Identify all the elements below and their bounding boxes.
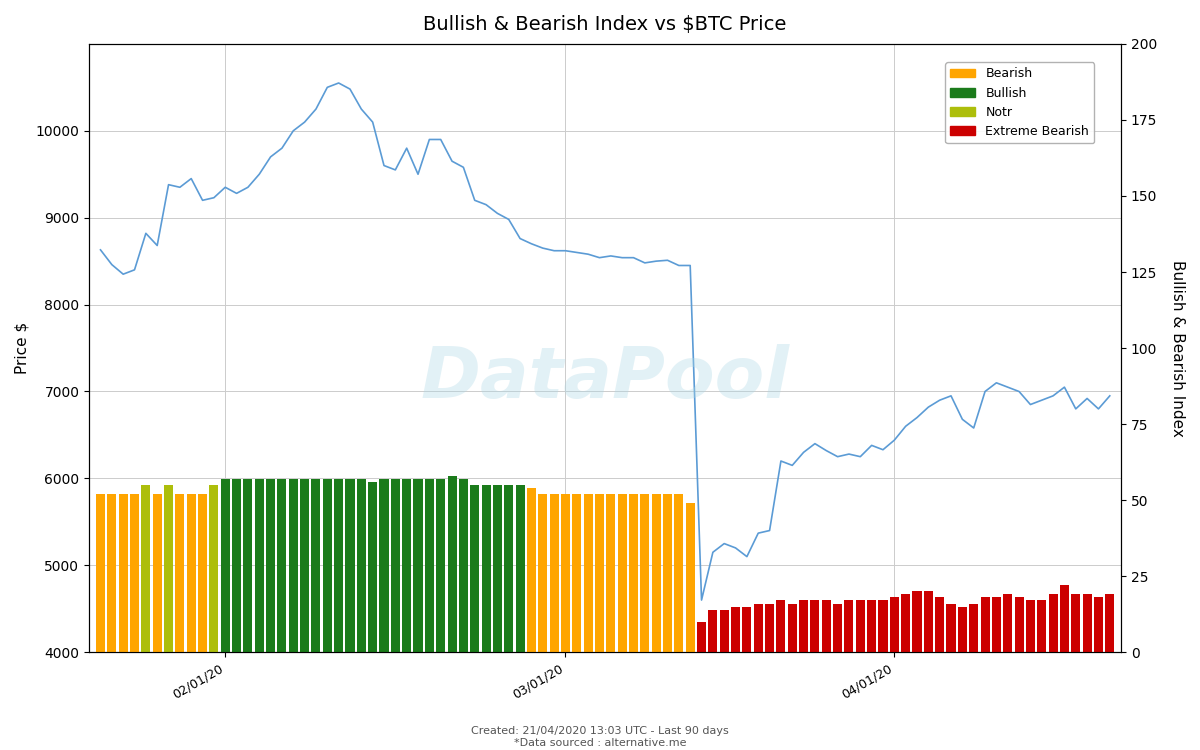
Bar: [368, 482, 377, 652]
Bar: [436, 478, 445, 652]
Bar: [629, 494, 638, 652]
Y-axis label: Price $: Price $: [14, 322, 30, 374]
Bar: [810, 601, 820, 652]
Bar: [527, 488, 536, 652]
Bar: [448, 476, 456, 652]
Bar: [493, 485, 502, 652]
Bar: [787, 604, 797, 652]
Bar: [346, 478, 354, 652]
Bar: [868, 601, 876, 652]
Bar: [1105, 595, 1115, 652]
Bar: [572, 494, 581, 652]
Bar: [662, 494, 672, 652]
Bar: [889, 598, 899, 652]
Bar: [470, 485, 479, 652]
Bar: [912, 592, 922, 652]
Bar: [878, 601, 888, 652]
Bar: [935, 598, 944, 652]
Bar: [323, 478, 332, 652]
Bar: [958, 607, 967, 652]
Bar: [209, 485, 218, 652]
Bar: [312, 478, 320, 652]
Bar: [391, 478, 400, 652]
Bar: [244, 478, 252, 652]
Bar: [119, 494, 127, 652]
Bar: [300, 478, 310, 652]
Text: *Data sourced : alternative.me: *Data sourced : alternative.me: [514, 738, 686, 748]
Bar: [822, 601, 830, 652]
Bar: [481, 485, 491, 652]
Bar: [107, 494, 116, 652]
Bar: [708, 610, 718, 652]
Bar: [379, 478, 389, 652]
Y-axis label: Bullish & Bearish Index: Bullish & Bearish Index: [1170, 260, 1186, 436]
Bar: [221, 478, 229, 652]
Bar: [96, 494, 106, 652]
Bar: [1014, 598, 1024, 652]
Bar: [334, 478, 343, 652]
Text: Created: 21/04/2020 13:03 UTC - Last 90 days: Created: 21/04/2020 13:03 UTC - Last 90 …: [472, 725, 728, 736]
Bar: [980, 598, 990, 652]
Bar: [618, 494, 626, 652]
Bar: [164, 485, 173, 652]
Bar: [901, 595, 910, 652]
Bar: [152, 494, 162, 652]
Bar: [652, 494, 661, 652]
Bar: [1026, 601, 1034, 652]
Bar: [1082, 595, 1092, 652]
Bar: [550, 494, 559, 652]
Bar: [606, 494, 616, 652]
Bar: [685, 503, 695, 652]
Bar: [266, 478, 275, 652]
Bar: [175, 494, 185, 652]
Bar: [142, 485, 150, 652]
Bar: [720, 610, 728, 652]
Bar: [187, 494, 196, 652]
Bar: [1003, 595, 1013, 652]
Bar: [583, 494, 593, 652]
Bar: [402, 478, 412, 652]
Bar: [754, 604, 763, 652]
Bar: [674, 494, 683, 652]
Bar: [356, 478, 366, 652]
Bar: [595, 494, 604, 652]
Legend: Bearish, Bullish, Notr, Extreme Bearish: Bearish, Bullish, Notr, Extreme Bearish: [946, 62, 1094, 143]
Bar: [289, 478, 298, 652]
Bar: [198, 494, 208, 652]
Bar: [504, 485, 514, 652]
Bar: [1037, 601, 1046, 652]
Bar: [776, 601, 786, 652]
Bar: [833, 604, 842, 652]
Bar: [1060, 585, 1069, 652]
Bar: [458, 478, 468, 652]
Bar: [425, 478, 434, 652]
Bar: [232, 478, 241, 652]
Bar: [856, 601, 865, 652]
Bar: [130, 494, 139, 652]
Bar: [947, 604, 955, 652]
Bar: [799, 601, 808, 652]
Bar: [1072, 595, 1080, 652]
Bar: [992, 598, 1001, 652]
Bar: [516, 485, 524, 652]
Title: Bullish & Bearish Index vs $BTC Price: Bullish & Bearish Index vs $BTC Price: [424, 15, 787, 34]
Bar: [277, 478, 287, 652]
Bar: [560, 494, 570, 652]
Bar: [1049, 595, 1057, 652]
Bar: [539, 494, 547, 652]
Bar: [254, 478, 264, 652]
Bar: [1094, 598, 1103, 652]
Bar: [731, 607, 740, 652]
Bar: [743, 607, 751, 652]
Bar: [414, 478, 422, 652]
Bar: [924, 592, 932, 652]
Bar: [641, 494, 649, 652]
Text: DataPool: DataPool: [421, 344, 790, 413]
Bar: [766, 604, 774, 652]
Bar: [697, 622, 706, 652]
Bar: [845, 601, 853, 652]
Bar: [970, 604, 978, 652]
